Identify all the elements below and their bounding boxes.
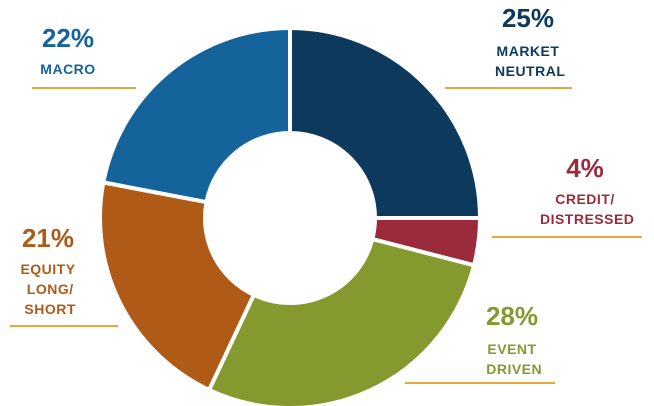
- category-label: EQUITY LONG/ SHORT: [20, 261, 76, 317]
- slice: [101, 25, 292, 205]
- value-label: 25%: [502, 3, 554, 33]
- slice: [206, 236, 477, 406]
- value-label: 4%: [566, 153, 604, 183]
- value-label: 28%: [486, 301, 538, 331]
- slice: [288, 25, 483, 220]
- slice: [98, 180, 257, 393]
- value-label: 22%: [42, 23, 94, 53]
- value-label: 21%: [22, 223, 74, 253]
- category-label: MARKET NEUTRAL: [491, 43, 566, 79]
- category-label: CREDIT/ DISTRESSED: [536, 191, 635, 227]
- category-label: MACRO: [40, 61, 95, 77]
- category-label: EVENT DRIVEN: [482, 341, 542, 377]
